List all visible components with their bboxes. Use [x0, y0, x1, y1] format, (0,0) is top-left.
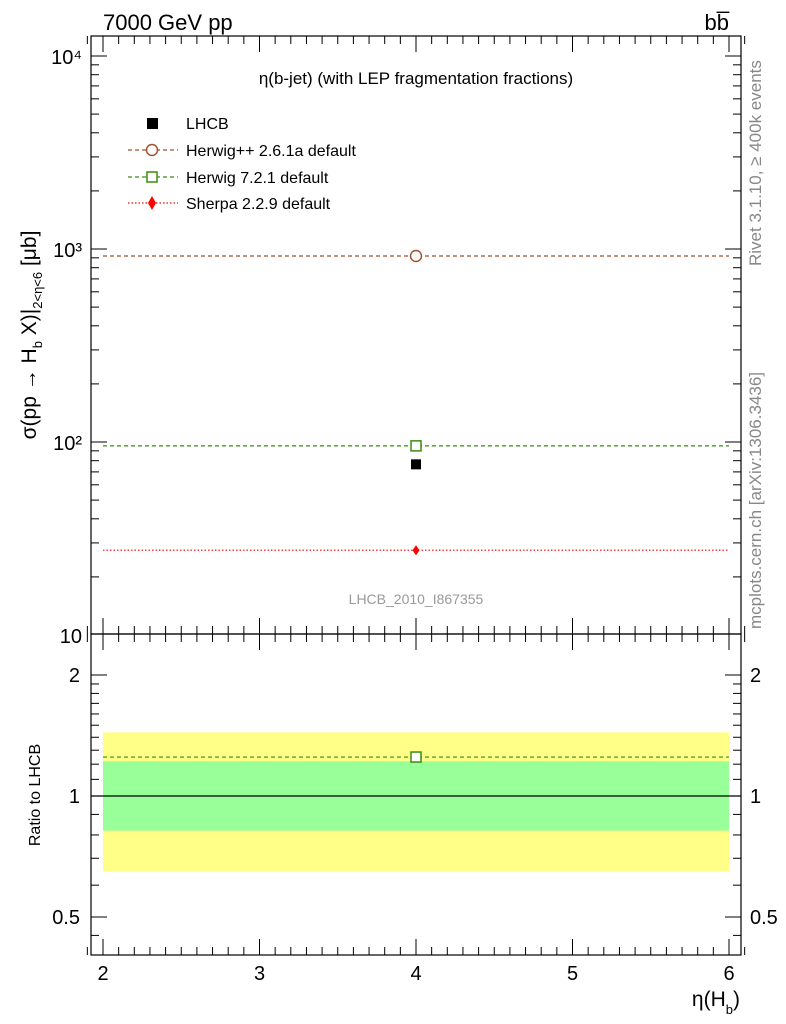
legend-label-lhcb: LHCB [186, 116, 229, 133]
x-axis-label: η(Hb) [692, 988, 740, 1017]
legend-label-herwig7: Herwig 7.2.1 default [186, 170, 329, 187]
data-point [412, 545, 420, 556]
mcplots-label: mcplots.cern.ch [arXiv:1306.3436] [746, 371, 765, 629]
process-label: bb̅ [705, 10, 730, 35]
data-point [411, 459, 421, 470]
ratio-y-axis-label: Ratio to LHCB [27, 744, 44, 846]
main-y-axis-label: σ(pp → Hb X)|2<η<6 [μb] [18, 231, 45, 440]
ratio-y-tick-labels: 0.5 0.5 1 1 2 2 [52, 665, 778, 929]
y-tick-label: 2 [750, 665, 761, 687]
y-tick-label: 1 [750, 786, 761, 808]
energy-label: 7000 GeV pp [103, 10, 233, 35]
y-tick-label: 0.5 [52, 907, 80, 929]
x-tick-label: 4 [410, 963, 421, 985]
y-tick-label: 10⁴ [51, 47, 82, 69]
data-point [410, 440, 422, 452]
main-series [103, 249, 729, 556]
x-tick-label: 6 [723, 963, 734, 985]
svg-text:σ(pp → Hb X)|2<η<6 [μb]: σ(pp → Hb X)|2<η<6 [μb] [18, 231, 45, 440]
chart-title: η(b-jet) (with LEP fragmentation fractio… [259, 69, 573, 88]
main-y-tick-labels: 10 10² 10³ 10⁴ [51, 47, 82, 648]
analysis-watermark: LHCB_2010_I867355 [349, 591, 484, 607]
ratio-series [103, 751, 729, 763]
y-tick-label: 2 [69, 665, 80, 687]
data-point [409, 249, 423, 263]
x-tick-label: 5 [567, 963, 578, 985]
rivet-version-label: Rivet 3.1.10, ≥ 400k events [746, 60, 765, 266]
legend-marker-sherpa [148, 196, 156, 210]
data-point [410, 751, 422, 763]
legend-label-sherpa: Sherpa 2.2.9 default [186, 196, 331, 213]
main-panel: 10 10² 10³ 10⁴ η(b-jet) (with LEP fragmenta… [18, 35, 746, 648]
x-tick-label: 2 [97, 963, 108, 985]
legend-marker-lhcb [147, 118, 158, 129]
legend-marker-herwig7 [146, 171, 158, 183]
x-tick-labels: 2 3 4 5 6 [97, 963, 734, 985]
legend-label-herwigpp: Herwig++ 2.6.1a default [186, 143, 356, 160]
y-tick-label: 10³ [53, 240, 82, 262]
main-y-ticks [91, 55, 741, 578]
legend-marker-herwigpp [145, 143, 159, 157]
x-tick-label: 3 [254, 963, 265, 985]
ratio-x-ticks [86, 634, 746, 955]
ratio-y-ticks [91, 674, 741, 936]
legend: LHCB Herwig++ 2.6.1a default Herwig 7.2.… [128, 116, 356, 213]
y-tick-label: 10 [60, 626, 82, 648]
y-tick-label: 0.5 [750, 907, 778, 929]
ratio-panel: 0.5 0.5 1 1 2 2 2 3 4 5 6 Ratio to LHCB η(Hb) [27, 633, 778, 1017]
main-x-ticks [86, 36, 746, 634]
y-tick-label: 1 [69, 786, 80, 808]
y-tick-label: 10² [53, 433, 82, 455]
